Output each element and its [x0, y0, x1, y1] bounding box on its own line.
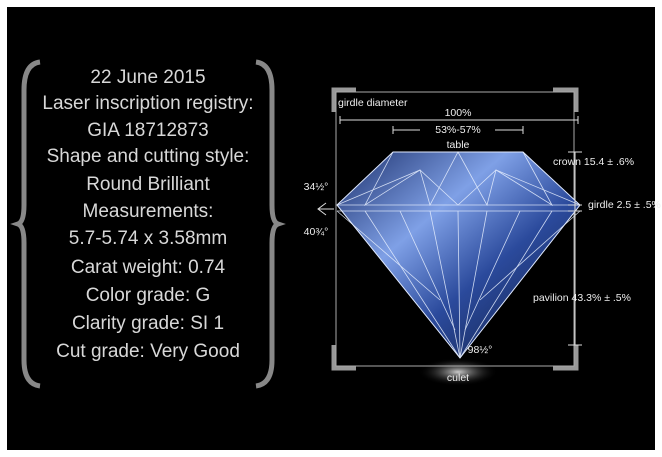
- diagram-label: 34½°: [304, 181, 329, 193]
- diagram-label: culet: [447, 372, 469, 384]
- info-line: Clarity grade: SI 1: [72, 313, 224, 334]
- diagram-label: crown 15.4 ± .6%: [553, 156, 634, 168]
- diagram-label: table: [447, 139, 470, 151]
- diagram-label: 100%: [445, 107, 472, 119]
- info-line: Shape and cutting style:: [47, 146, 250, 167]
- info-line: GIA 18712873: [87, 120, 209, 141]
- diagram-label: 98½°: [468, 344, 493, 356]
- diagram-label: pavilion 43.3% ± .5%: [533, 292, 631, 304]
- info-line: 5.7-5.74 x 3.58mm: [69, 228, 227, 249]
- diagram-label: girdle 2.5 ± .5%: [588, 199, 661, 211]
- info-line: Carat weight: 0.74: [71, 257, 226, 278]
- info-line: 22 June 2015: [90, 67, 205, 88]
- info-line: Measurements:: [83, 201, 214, 222]
- page: 22 June 2015 Laser inscription registry: G…: [0, 0, 662, 457]
- diagram-label: girdle diameter: [338, 97, 408, 109]
- info-line: Cut grade: Very Good: [56, 341, 240, 362]
- info-line: Laser inscription registry:: [42, 93, 253, 114]
- info-line: Color grade: G: [86, 285, 211, 306]
- info-line: Round Brilliant: [86, 174, 210, 195]
- diagram-label: 53%-57%: [435, 124, 481, 136]
- diagram-label: 40¾°: [304, 226, 329, 238]
